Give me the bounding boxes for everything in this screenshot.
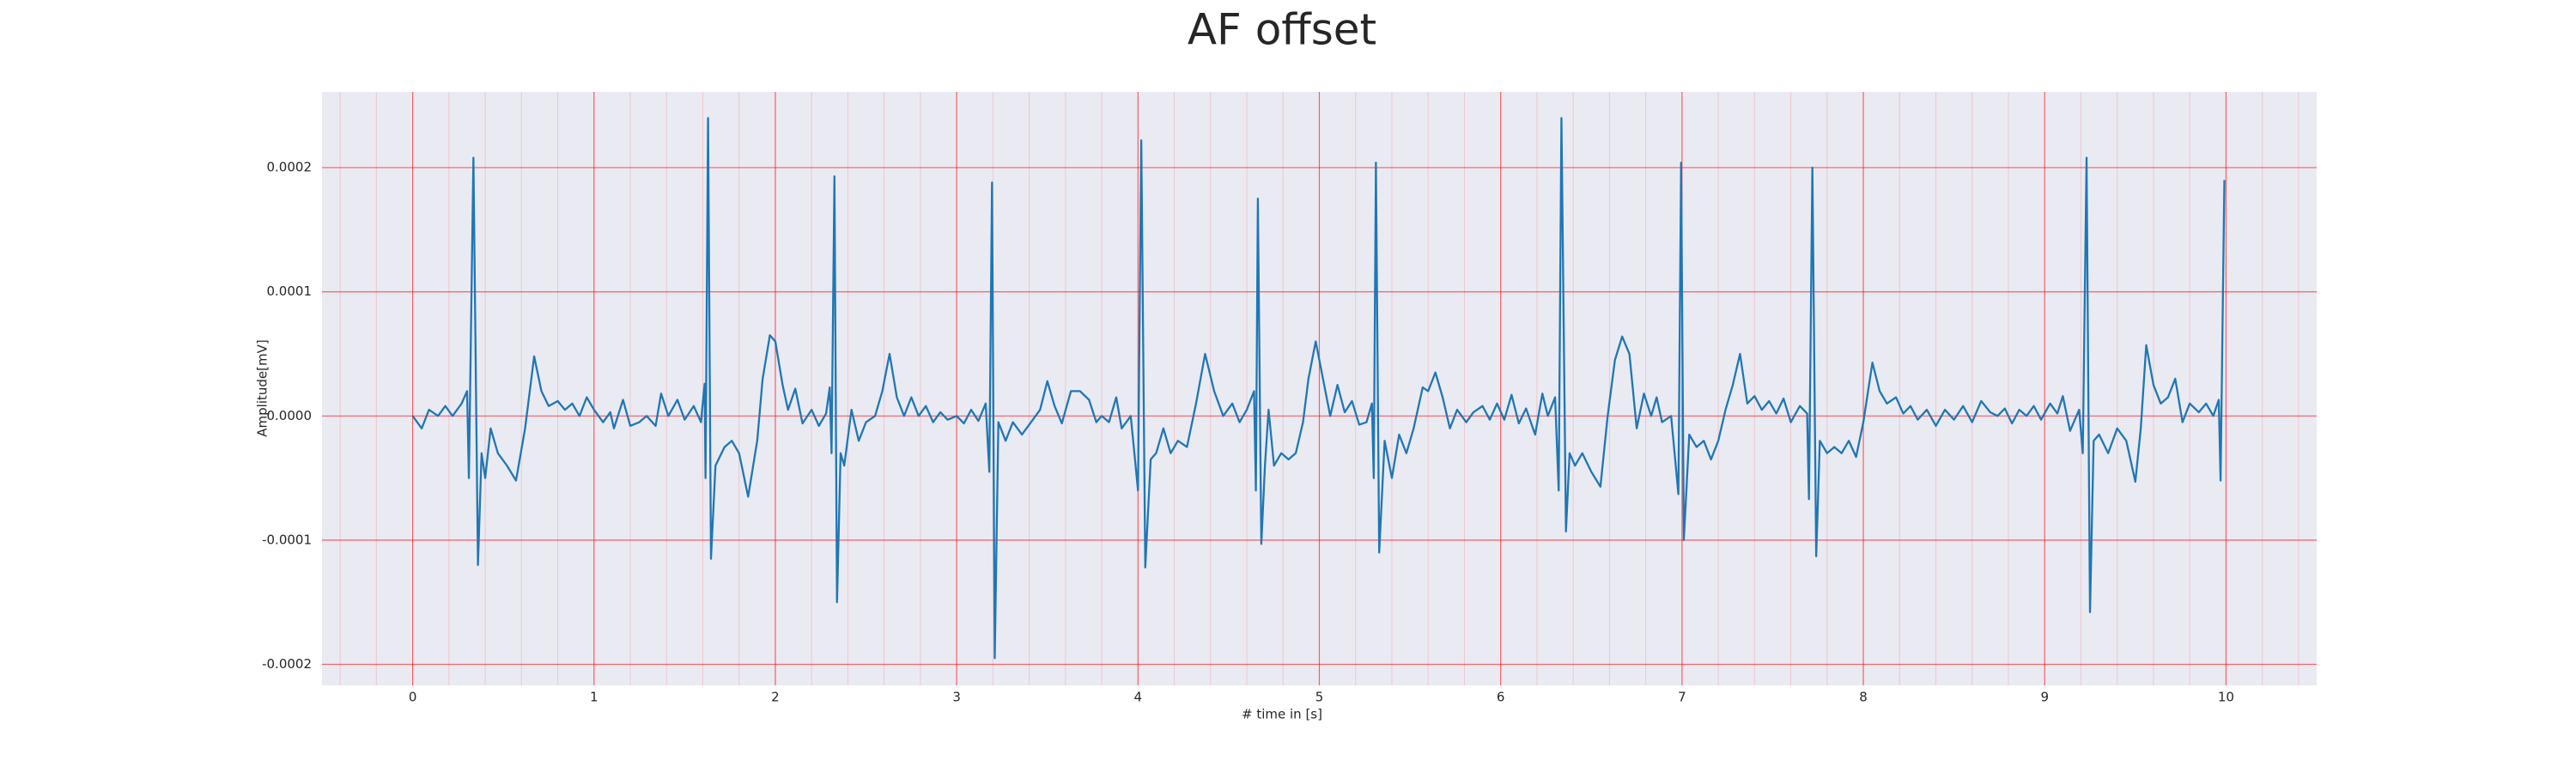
y-tick-label: -0.0001 (262, 532, 312, 547)
x-tick-label: 5 (1315, 690, 1324, 705)
signal-line (411, 117, 2226, 660)
x-tick-label: 8 (1859, 690, 1868, 705)
x-tick-label: 9 (2040, 690, 2049, 705)
y-tick-label: 0.0002 (267, 160, 313, 175)
x-tick-label: 7 (1678, 690, 1686, 705)
chart-title: AF offset (1188, 5, 1376, 55)
x-tick-label: 1 (590, 690, 598, 705)
x-tick-label: 6 (1497, 690, 1505, 705)
x-tick-label: 2 (771, 690, 780, 705)
x-axis-label: # time in [s] (1242, 707, 1322, 722)
y-tick-label: 0.0000 (267, 408, 313, 423)
y-tick-label: 0.0001 (267, 283, 313, 299)
x-tick-label: 10 (2218, 690, 2234, 705)
y-tick-label: -0.0002 (262, 656, 312, 672)
y-axis-label: Amplitude[mV] (255, 339, 270, 436)
x-tick-label: 0 (409, 690, 417, 705)
x-tick-label: 3 (952, 690, 961, 705)
x-tick-label: 4 (1134, 690, 1143, 705)
